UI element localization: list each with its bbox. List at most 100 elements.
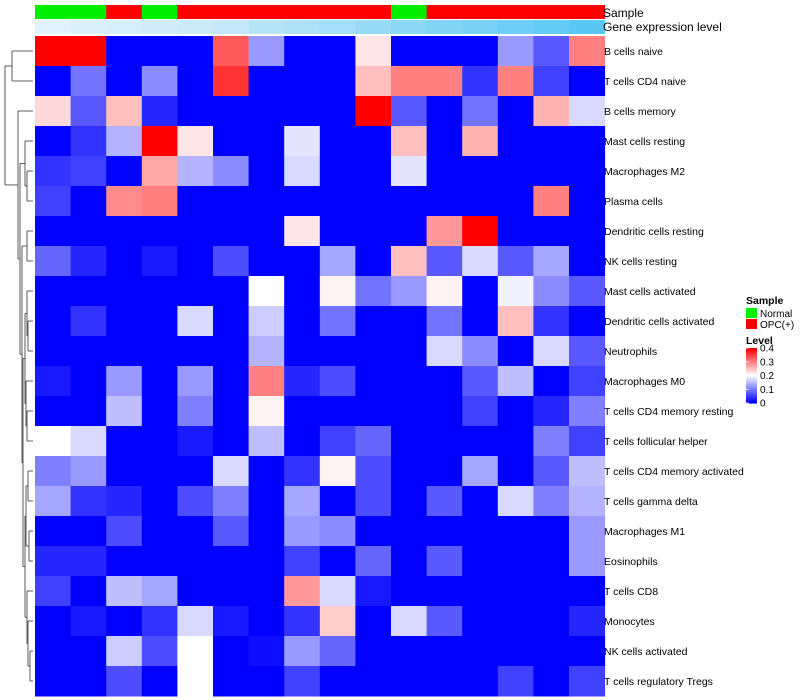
level-legend-gradient-step: [746, 356, 757, 359]
heatmap-cell: [462, 306, 499, 337]
heatmap-cell: [177, 636, 214, 667]
level-legend-gradient-step: [746, 387, 757, 390]
heatmap-cell: [141, 36, 178, 67]
heatmap-cell: [426, 486, 463, 517]
heatmap-cell: [497, 216, 534, 247]
level-legend-gradient-step: [746, 350, 757, 353]
heatmap-cell: [70, 546, 107, 577]
heatmap-cell: [462, 126, 499, 157]
row-label: Dendritic cells activated: [604, 316, 714, 328]
heatmap-cell: [141, 426, 178, 457]
heatmap-cell: [248, 576, 285, 607]
heatmap-cell: [70, 216, 107, 247]
heatmap-cell: [70, 156, 107, 187]
heatmap-cell: [213, 276, 250, 307]
expression-annotation-cell: [497, 20, 534, 34]
heatmap-cell: [462, 156, 499, 187]
sample-annotation-cell: [462, 5, 499, 19]
heatmap-cell: [497, 546, 534, 577]
heatmap-cell: [284, 186, 321, 217]
heatmap-cell: [391, 246, 428, 277]
level-legend-gradient-step: [746, 392, 757, 394]
heatmap-cell: [213, 216, 250, 247]
sample-annotation-bar: [35, 5, 606, 19]
level-legend-gradient-step: [746, 359, 757, 361]
level-legend-tick-label: 0.3: [760, 357, 774, 368]
heatmap-cell: [391, 636, 428, 667]
heatmap-cell: [319, 66, 356, 97]
heatmap-cell: [391, 156, 428, 187]
heatmap-cell: [319, 456, 356, 487]
level-legend-gradient-step: [746, 389, 757, 392]
heatmap-cell: [177, 306, 214, 337]
heatmap-cell: [70, 366, 107, 397]
heatmap-cell: [106, 516, 143, 547]
heatmap-cell: [426, 66, 463, 97]
heatmap-cell: [248, 66, 285, 97]
heatmap-cell: [35, 636, 72, 667]
heatmap-cell: [391, 276, 428, 307]
heatmap-cell: [426, 216, 463, 247]
heatmap-cell: [355, 516, 392, 547]
row-label: T cells CD8: [604, 586, 658, 598]
heatmap-cell: [213, 456, 250, 487]
heatmap-cell: [213, 36, 250, 67]
heatmap-cell: [213, 606, 250, 637]
sample-annotation-cell: [319, 5, 356, 19]
heatmap-cell: [70, 426, 107, 457]
heatmap-cell: [70, 36, 107, 67]
heatmap-cell: [462, 216, 499, 247]
level-legend-gradient-step: [746, 379, 757, 382]
heatmap-cell: [497, 276, 534, 307]
heatmap-cell: [141, 396, 178, 427]
heatmap-cell: [70, 606, 107, 637]
sample-annotation-cell: [106, 5, 143, 19]
heatmap-cell: [177, 216, 214, 247]
sample-annotation-cell: [533, 5, 570, 19]
heatmap-cell: [462, 186, 499, 217]
heatmap-cell: [248, 216, 285, 247]
level-legend-gradient-step: [746, 382, 757, 385]
heatmap-cell: [533, 276, 570, 307]
heatmap-cell: [284, 396, 321, 427]
heatmap-cell: [497, 246, 534, 277]
level-legend-gradient-step: [746, 383, 757, 386]
heatmap-cell: [284, 126, 321, 157]
heatmap-cell: [213, 156, 250, 187]
level-legend-gradient-step: [746, 401, 757, 404]
heatmap-cell: [106, 66, 143, 97]
heatmap-cell: [391, 516, 428, 547]
heatmap-cell: [35, 606, 72, 637]
heatmap-cell: [355, 126, 392, 157]
heatmap-cell: [569, 426, 606, 457]
heatmap-cell: [462, 486, 499, 517]
heatmap-cell: [497, 456, 534, 487]
heatmap-cell: [533, 516, 570, 547]
heatmap-cell: [533, 216, 570, 247]
heatmap-cell: [248, 546, 285, 577]
heatmap-cell: [569, 36, 606, 67]
heatmap-cell: [462, 336, 499, 367]
sample-annotation-cell: [141, 5, 178, 19]
heatmap-cell: [462, 576, 499, 607]
sample-annotation-cell: [426, 5, 463, 19]
heatmap-cell: [426, 606, 463, 637]
heatmap-cell: [35, 666, 72, 697]
heatmap-cell: [70, 66, 107, 97]
heatmap-cell: [426, 366, 463, 397]
heatmap-cell: [177, 396, 214, 427]
heatmap-cell: [248, 276, 285, 307]
heatmap-cell: [248, 396, 285, 427]
heatmap-cell: [533, 306, 570, 337]
heatmap-cell: [70, 636, 107, 667]
heatmap-cell: [533, 486, 570, 517]
heatmap-cell: [35, 156, 72, 187]
heatmap-cell: [319, 126, 356, 157]
heatmap-cell: [462, 276, 499, 307]
level-legend-tick-label: 0.4: [760, 344, 774, 355]
heatmap-cells: [35, 36, 606, 697]
heatmap-cell: [319, 426, 356, 457]
level-legend-gradient-step: [746, 357, 757, 360]
sample-annotation-cell: [177, 5, 214, 19]
heatmap-cell: [462, 606, 499, 637]
